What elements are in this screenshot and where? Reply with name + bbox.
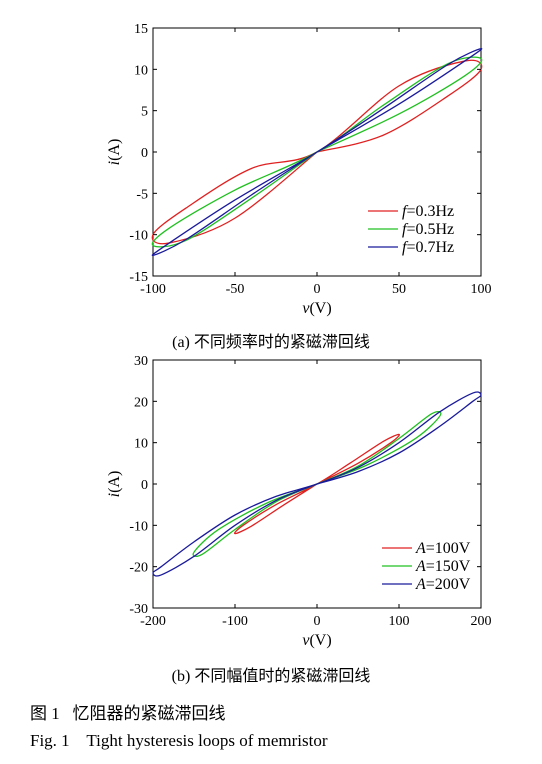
chart-a-legend-label-3: f=0.7Hz [402,239,454,256]
chart-b-xtick-label: -200 [140,614,166,629]
chart-b-xtick-label: 100 [389,614,410,629]
chart-a-series-3-line [151,48,483,256]
chart-a-ytick-label: 10 [134,63,148,78]
chart-b-y-axis-label: i(A) [106,471,123,498]
chart-a-subtitle: (a) 不同频率时的紧磁滞回线 [172,334,370,351]
chart-b: -200 -100 0 100 2003020100-10-20-30v(V)i(A)A… [106,354,492,649]
chart-a-xtick-label: -50 [226,282,245,297]
chart-b-x-axis-label: v(V) [302,632,331,649]
chart-a-ytick-label: 0 [141,146,148,161]
chart-a-legend-label-1: f=0.3Hz [402,203,454,220]
chart-b-xtick-label: 0 [314,614,321,629]
chart-b-ytick-label: 0 [141,478,148,493]
chart-a-x-axis-label: v(V) [302,300,331,317]
chart-a-xtick-label: -100 [140,282,166,297]
chart-a-xtick-label: 0 [314,282,321,297]
chart-a-legend-label-2: f=0.5Hz [402,221,454,238]
chart-b-ytick-label: -10 [129,519,148,534]
chart-b-ytick-label: -30 [129,602,148,617]
chart-a-ytick-label: -5 [136,187,148,202]
figure-caption-chinese: 图 1 忆阻器的紧磁滞回线 [30,704,226,723]
chart-a: -100 -50 0 50 100151050-5-10-15v(V)i(A)f=0.3… [106,22,492,317]
chart-a-ytick-label: -15 [129,270,148,285]
chart-b-ytick-label: 10 [134,437,148,452]
chart-a-xtick-label: 50 [392,282,406,297]
figure-caption-english: Fig. 1 Tight hysteresis loops of memrist… [30,731,328,750]
chart-a-ytick-label: 5 [141,105,148,120]
chart-b-series-3-line [152,391,482,577]
chart-b-legend-label-2: A=150V [415,558,471,575]
chart-b-ytick-label: -20 [129,561,148,576]
chart-b-ytick-label: 20 [134,395,148,410]
chart-b-ytick-label: 30 [134,354,148,369]
chart-a-y-axis-label: i(A) [106,139,123,166]
chart-b-xtick-label: 200 [471,614,492,629]
chart-b-xtick-label: -100 [222,614,248,629]
chart-b-subtitle: (b) 不同幅值时的紧磁滞回线 [171,668,371,685]
chart-b-legend-label-3: A=200V [415,576,471,593]
chart-a-xtick-label: 100 [471,282,492,297]
chart-b-legend-label-1: A=100V [415,540,471,557]
chart-a-ytick-label: -10 [129,229,148,244]
chart-a-ytick-label: 15 [134,22,148,37]
